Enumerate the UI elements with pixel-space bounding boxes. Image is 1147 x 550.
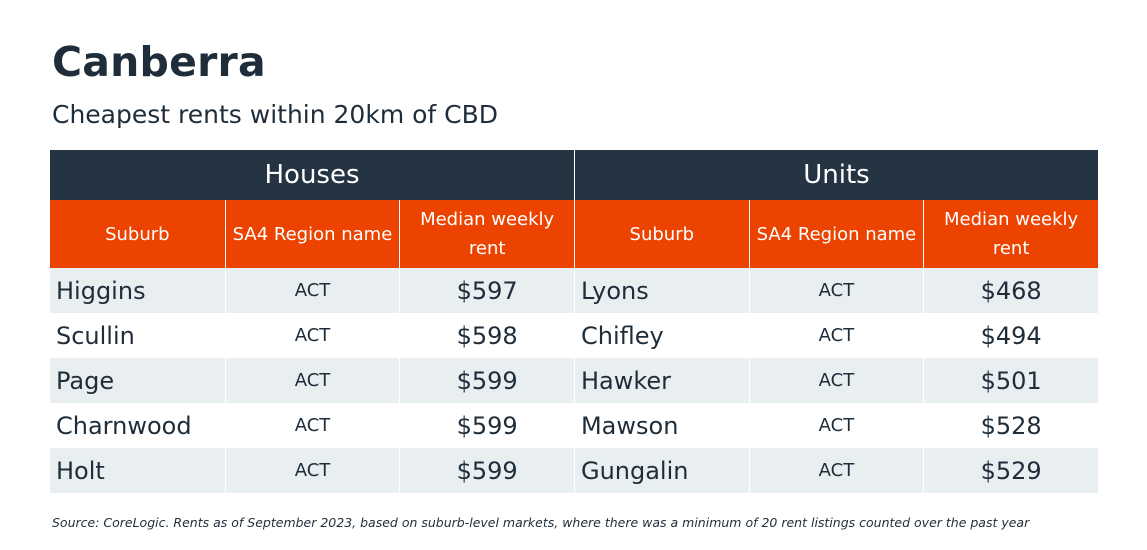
table-cell-suburb: Higgins xyxy=(50,268,225,313)
table-cell-region: ACT xyxy=(224,403,400,448)
table-cell-rent: $468 xyxy=(923,268,1098,313)
table-cell-rent: $599 xyxy=(399,358,574,403)
table-cell-rent: $494 xyxy=(923,313,1098,358)
table-row: Higgins ACT $597 Lyons ACT $468 xyxy=(50,268,1098,313)
table-row: Page ACT $599 Hawker ACT $501 xyxy=(50,358,1098,403)
table-cell-rent: $528 xyxy=(923,403,1098,448)
table-cell-region: ACT xyxy=(224,358,400,403)
table-cell-region: ACT xyxy=(224,313,400,358)
page-subtitle: Cheapest rents within 20km of CBD xyxy=(52,100,499,129)
column-header: Median weekly rent xyxy=(923,200,1098,268)
column-header: Suburb xyxy=(50,200,225,268)
page-title: Canberra xyxy=(52,38,266,86)
table-cell-region: ACT xyxy=(748,313,924,358)
table-row: Charnwood ACT $599 Mawson ACT $528 xyxy=(50,403,1098,448)
table-cell-suburb: Hawker xyxy=(573,358,749,403)
table-cell-suburb: Holt xyxy=(50,448,225,493)
group-header-houses: Houses xyxy=(50,150,574,200)
column-header: Median weekly rent xyxy=(399,200,574,268)
table-cell-suburb: Chifley xyxy=(573,313,749,358)
column-header: SA4 Region name xyxy=(748,200,924,268)
rent-table: Houses Units Suburb SA4 Region name Medi… xyxy=(50,150,1098,493)
table-cell-suburb: Scullin xyxy=(50,313,225,358)
group-header-units: Units xyxy=(574,150,1098,200)
table-cell-rent: $529 xyxy=(923,448,1098,493)
column-header: Suburb xyxy=(573,200,749,268)
table-cell-rent: $598 xyxy=(399,313,574,358)
column-header: SA4 Region name xyxy=(224,200,400,268)
table-cell-region: ACT xyxy=(224,448,400,493)
table-cell-rent: $597 xyxy=(399,268,574,313)
table-cell-region: ACT xyxy=(748,358,924,403)
table-cell-suburb: Lyons xyxy=(573,268,749,313)
table-cell-region: ACT xyxy=(748,403,924,448)
table-cell-rent: $599 xyxy=(399,403,574,448)
table-cell-suburb: Page xyxy=(50,358,225,403)
table-cell-suburb: Mawson xyxy=(573,403,749,448)
group-header-row: Houses Units xyxy=(50,150,1098,200)
table-cell-suburb: Charnwood xyxy=(50,403,225,448)
table-row: Holt ACT $599 Gungalin ACT $529 xyxy=(50,448,1098,493)
table-cell-region: ACT xyxy=(748,448,924,493)
table-cell-rent: $599 xyxy=(399,448,574,493)
table-cell-suburb: Gungalin xyxy=(573,448,749,493)
source-note: Source: CoreLogic. Rents as of September… xyxy=(52,515,1030,530)
table-row: Scullin ACT $598 Chifley ACT $494 xyxy=(50,313,1098,358)
table-cell-region: ACT xyxy=(748,268,924,313)
table-cell-region: ACT xyxy=(224,268,400,313)
column-header-row: Suburb SA4 Region name Median weekly ren… xyxy=(50,200,1098,268)
table-cell-rent: $501 xyxy=(923,358,1098,403)
